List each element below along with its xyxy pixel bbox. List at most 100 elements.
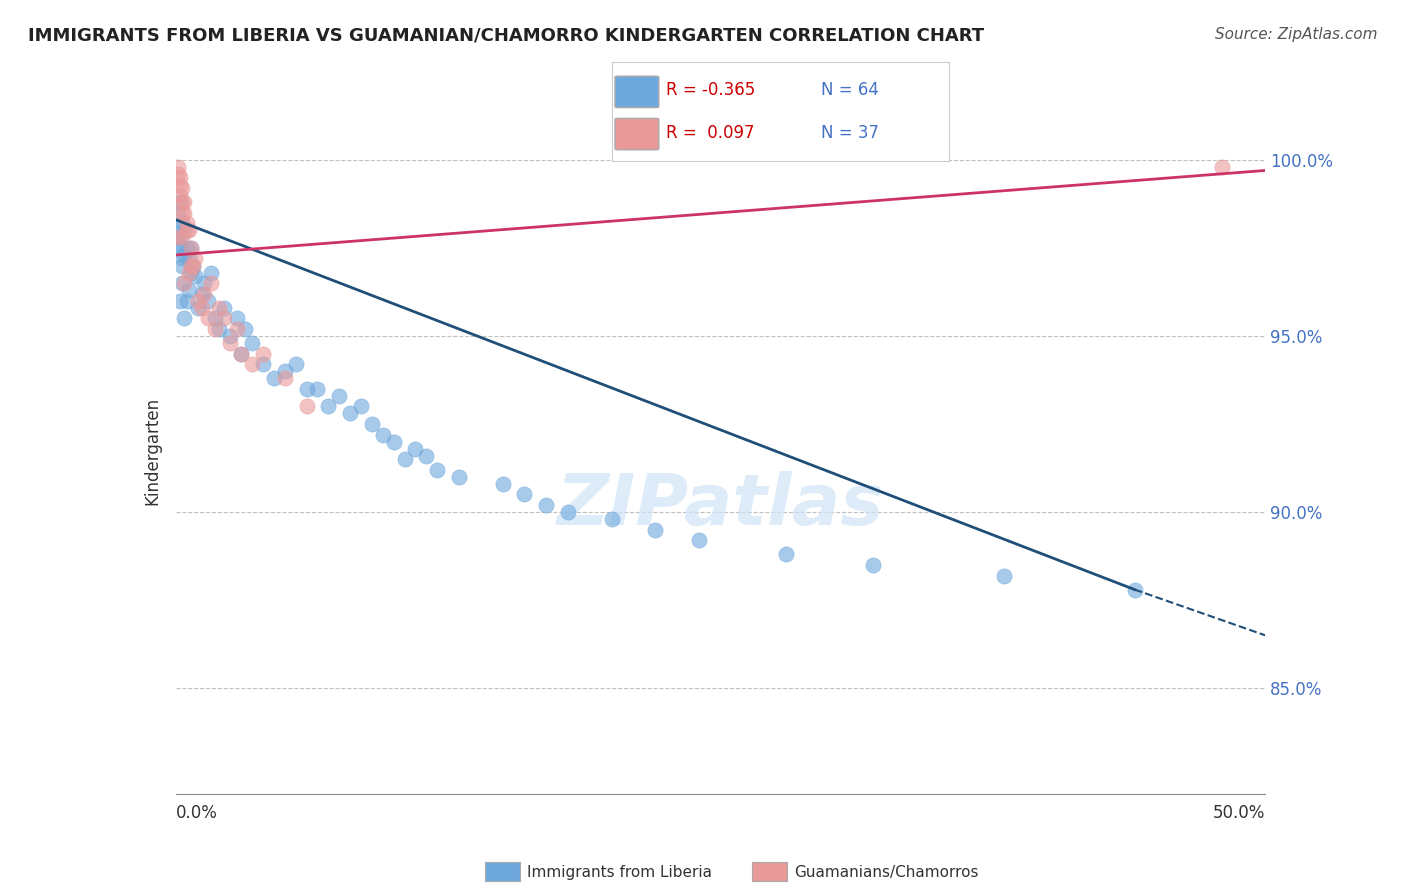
Text: ZIPatlas: ZIPatlas <box>557 471 884 540</box>
Point <box>405 442 427 456</box>
Point <box>200 266 222 280</box>
Point <box>1123 582 1146 597</box>
Point <box>186 301 209 315</box>
Point <box>513 487 536 501</box>
Point <box>993 568 1015 582</box>
Point <box>204 311 226 326</box>
Point <box>180 266 202 280</box>
Text: Guamanians/Chamorros: Guamanians/Chamorros <box>794 865 979 880</box>
Point <box>208 301 231 315</box>
Point <box>173 276 195 290</box>
Point <box>219 336 242 351</box>
Point <box>862 558 884 572</box>
Point <box>263 371 285 385</box>
Point <box>172 230 194 244</box>
Point <box>167 167 190 181</box>
Point <box>274 371 297 385</box>
Point <box>644 523 666 537</box>
Point <box>688 533 710 548</box>
Point <box>600 512 623 526</box>
Text: Immigrants from Liberia: Immigrants from Liberia <box>527 865 713 880</box>
Point <box>167 223 190 237</box>
Point <box>415 449 437 463</box>
Point <box>225 311 247 326</box>
Point <box>169 241 191 255</box>
Text: 50.0%: 50.0% <box>1213 805 1265 822</box>
Point <box>167 230 190 244</box>
Point <box>208 322 231 336</box>
Point <box>191 301 214 315</box>
FancyBboxPatch shape <box>614 76 659 108</box>
Point <box>307 382 329 396</box>
Point <box>173 195 195 210</box>
Text: R =  0.097: R = 0.097 <box>665 124 754 142</box>
Point <box>240 336 263 351</box>
Point <box>318 400 340 414</box>
Point <box>180 241 202 255</box>
Point <box>173 248 195 262</box>
Point <box>394 452 416 467</box>
Point <box>180 241 202 255</box>
Point <box>172 276 194 290</box>
Point <box>176 241 198 255</box>
Point <box>775 547 797 561</box>
Text: R = -0.365: R = -0.365 <box>665 81 755 99</box>
Point <box>169 188 191 202</box>
Point <box>172 195 194 210</box>
Point <box>177 252 200 266</box>
FancyBboxPatch shape <box>614 119 659 150</box>
Point <box>184 252 207 266</box>
Point <box>252 346 274 360</box>
Point <box>534 498 557 512</box>
Point <box>492 477 515 491</box>
Point <box>219 329 242 343</box>
Point <box>169 170 191 185</box>
Point <box>173 223 195 237</box>
Point <box>240 357 263 371</box>
Point <box>177 223 200 237</box>
Point <box>235 322 257 336</box>
Point <box>186 293 209 308</box>
Point <box>177 266 200 280</box>
Point <box>172 252 194 266</box>
Point <box>177 283 200 297</box>
Point <box>191 286 214 301</box>
Point <box>350 400 373 414</box>
Point <box>180 259 202 273</box>
Text: N = 64: N = 64 <box>821 81 879 99</box>
Point <box>167 237 190 252</box>
Point <box>197 293 219 308</box>
Point <box>172 259 194 273</box>
Point <box>193 276 215 290</box>
Point <box>382 434 405 449</box>
Point <box>172 216 194 230</box>
Y-axis label: Kindergarten: Kindergarten <box>143 396 162 505</box>
Point <box>295 382 318 396</box>
Point <box>212 301 235 315</box>
Point <box>173 311 195 326</box>
Point <box>181 259 204 273</box>
Text: IMMIGRANTS FROM LIBERIA VS GUAMANIAN/CHAMORRO KINDERGARTEN CORRELATION CHART: IMMIGRANTS FROM LIBERIA VS GUAMANIAN/CHA… <box>28 27 984 45</box>
Point <box>339 407 361 421</box>
Point <box>231 346 253 360</box>
Point <box>426 463 449 477</box>
Point <box>295 400 318 414</box>
Point <box>212 311 235 326</box>
Point <box>231 346 253 360</box>
Point <box>176 293 198 308</box>
Point <box>447 470 470 484</box>
Point <box>167 160 190 174</box>
Text: 0.0%: 0.0% <box>176 805 218 822</box>
Point <box>225 322 247 336</box>
Text: N = 37: N = 37 <box>821 124 879 142</box>
Point <box>176 216 198 230</box>
Point <box>204 322 226 336</box>
Point <box>172 181 194 195</box>
Text: Source: ZipAtlas.com: Source: ZipAtlas.com <box>1215 27 1378 42</box>
Point <box>169 230 191 244</box>
Point <box>371 427 394 442</box>
Point <box>184 269 207 284</box>
Point <box>169 293 191 308</box>
Point <box>360 417 382 431</box>
Point <box>274 364 297 378</box>
